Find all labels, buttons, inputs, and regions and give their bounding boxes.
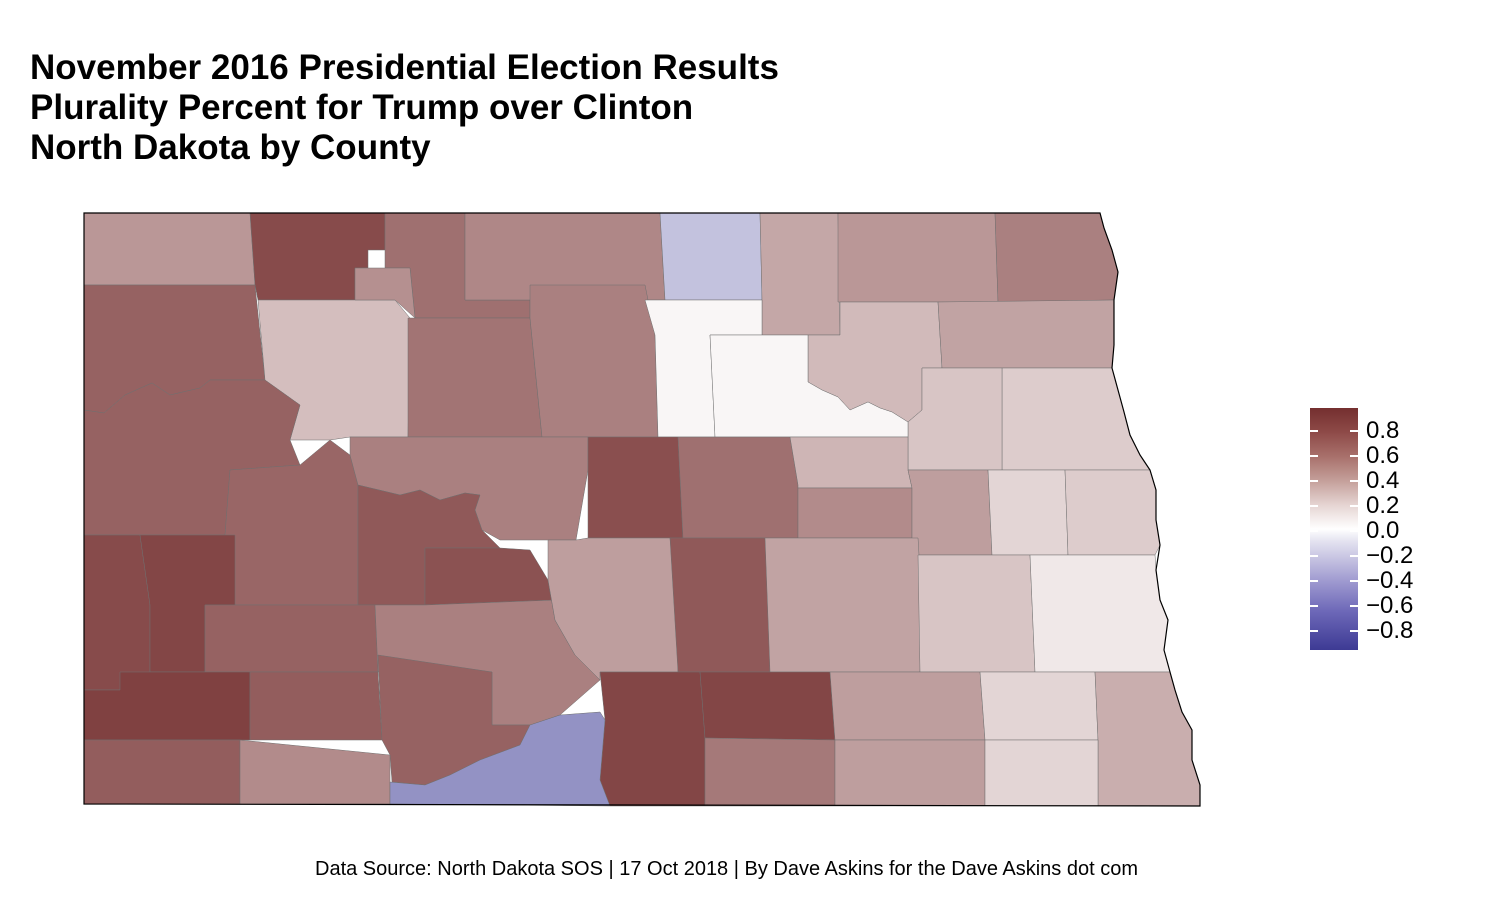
legend-tick-mark: [1350, 480, 1358, 482]
county-rolette: [659, 212, 763, 301]
legend-tick-mark: [1350, 605, 1358, 607]
legend-tick-mark: [1350, 455, 1358, 457]
legend-tick-mark: [1310, 505, 1318, 507]
county-ward: [354, 267, 416, 319]
county-foster: [789, 436, 913, 489]
title-line-3: North Dakota by County: [30, 128, 431, 167]
legend-tick-mark: [1350, 430, 1358, 432]
county-mcintosh: [704, 737, 836, 807]
legend-label-0.8: 0.8: [1366, 417, 1400, 444]
legend-tick-mark: [1310, 430, 1318, 432]
county-lamoure: [829, 671, 986, 741]
legend-tick-mark: [1310, 580, 1318, 582]
county-richland: [1094, 671, 1201, 807]
county-sioux: [389, 711, 611, 807]
county-pierce: [529, 284, 659, 438]
county-traill: [1064, 469, 1161, 556]
county-kidder: [669, 537, 771, 673]
county-logan: [699, 671, 836, 741]
county-hettinger: [249, 671, 383, 741]
data-source-caption: Data Source: North Dakota SOS | 17 Oct 2…: [315, 858, 1138, 880]
county-towner: [759, 212, 841, 336]
county-divide: [83, 212, 256, 286]
legend-tick-mark: [1310, 530, 1318, 532]
county-barnes: [917, 554, 1036, 673]
county-ransom: [979, 671, 1099, 741]
county-cavalier: [837, 212, 999, 303]
county-stark: [204, 604, 379, 673]
map-title: November 2016 Presidential Election Resu…: [30, 48, 779, 168]
county-sargent: [984, 739, 1099, 807]
legend-tick-mark: [1310, 605, 1318, 607]
county-stutsman: [764, 537, 923, 673]
state-outline: [83, 212, 1201, 807]
county-cass: [1029, 554, 1171, 673]
legend-label-0.6: 0.6: [1366, 442, 1400, 469]
legend-label-neg-0.4: −0.4: [1366, 567, 1414, 594]
title-line-2: Plurality Percent for Trump over Clinton: [30, 88, 694, 127]
county-golden-valley: [83, 534, 151, 691]
legend-tick-mark: [1350, 530, 1358, 532]
legend-tick-mark: [1310, 555, 1318, 557]
title-line-1: November 2016 Presidential Election Resu…: [30, 48, 779, 87]
legend-tick-mark: [1310, 455, 1318, 457]
legend-label-0.0: 0.0: [1366, 517, 1400, 544]
county-walsh: [937, 299, 1115, 369]
color-legend: 0.8 0.6 0.4 0.2 0.0 −0.2 −0.4 −0.6 −0.8: [1308, 408, 1468, 652]
legend-label-0.2: 0.2: [1366, 492, 1400, 519]
legend-tick-mark: [1310, 480, 1318, 482]
county-wells: [677, 436, 799, 539]
county-nelson: [907, 367, 1003, 471]
legend-tick-mark: [1310, 630, 1318, 632]
legend-tick-mark: [1350, 580, 1358, 582]
county-pembina: [994, 212, 1119, 303]
county-bowman: [83, 739, 241, 805]
county-oliver: [424, 547, 556, 606]
legend-tick-mark: [1350, 630, 1358, 632]
county-emmons: [599, 671, 706, 807]
county-sheridan: [587, 436, 684, 539]
county-adams: [239, 739, 391, 805]
county-mchenry: [407, 317, 543, 438]
legend-label-neg-0.8: −0.8: [1366, 617, 1414, 644]
legend-label-neg-0.2: −0.2: [1366, 542, 1414, 569]
county-steele: [987, 469, 1069, 556]
legend-gradient-bar: [1310, 408, 1358, 650]
legend-label-0.4: 0.4: [1366, 467, 1400, 494]
county-grand-forks: [1001, 367, 1151, 471]
legend-label-neg-0.6: −0.6: [1366, 592, 1414, 619]
legend-tick-mark: [1350, 505, 1358, 507]
county-dickey: [834, 739, 986, 807]
county-griggs: [907, 469, 993, 556]
county-eddy: [797, 487, 913, 539]
legend-tick-mark: [1350, 555, 1358, 557]
